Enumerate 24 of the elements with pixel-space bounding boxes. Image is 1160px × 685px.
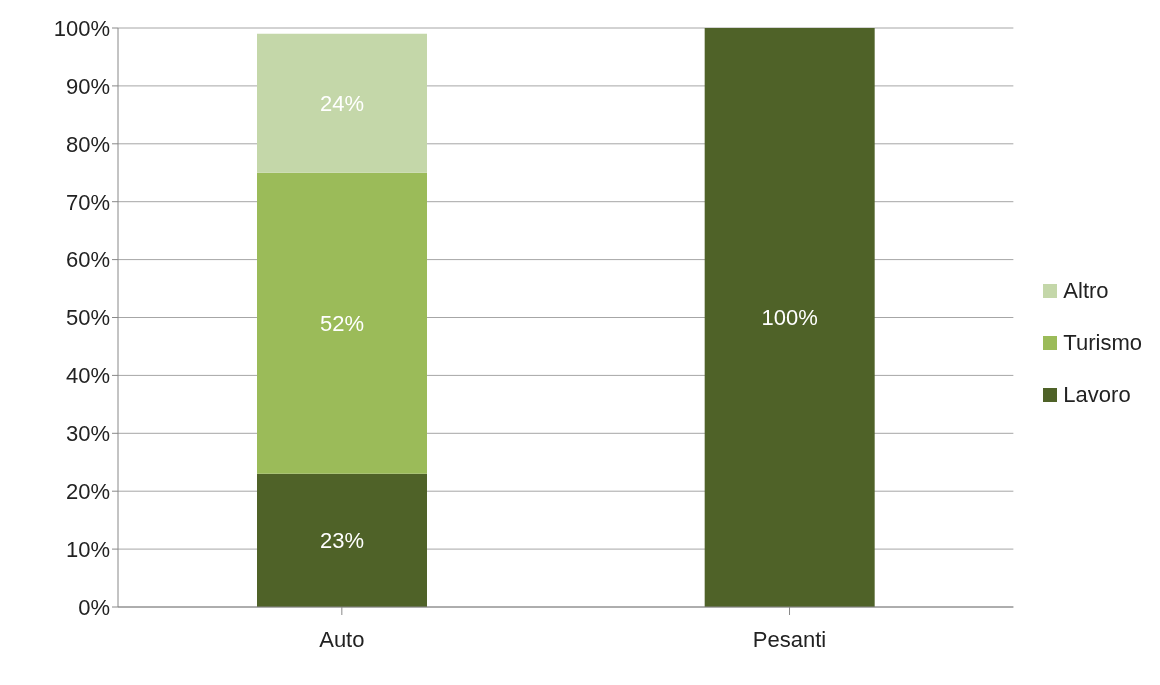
data-label: 52% <box>319 311 365 337</box>
y-tick-label: 40% <box>65 363 110 389</box>
x-tick-label: Auto <box>319 626 365 652</box>
y-tick-label: 10% <box>65 536 110 562</box>
y-tick-label: 100% <box>53 15 110 41</box>
legend-label: Altro <box>1063 277 1109 304</box>
legend-label: Turismo <box>1063 329 1142 356</box>
bar <box>257 33 427 173</box>
x-tick-label: Pesanti <box>752 626 827 652</box>
data-label: 100% <box>761 305 818 331</box>
y-tick-label: 50% <box>65 305 110 331</box>
legend-label: Lavoro <box>1063 381 1131 408</box>
y-tick-label: 90% <box>65 73 110 99</box>
bar <box>257 473 427 607</box>
y-tick-label: 0% <box>78 594 110 620</box>
y-tick-label: 30% <box>65 421 110 447</box>
bar <box>257 172 427 474</box>
y-tick-label: 20% <box>65 479 110 505</box>
y-tick-label: 60% <box>65 247 110 273</box>
bar <box>704 28 875 607</box>
y-tick-label: 80% <box>65 131 110 157</box>
data-label: 24% <box>319 91 365 117</box>
data-label: 23% <box>319 528 365 554</box>
y-tick-label: 70% <box>65 189 110 215</box>
